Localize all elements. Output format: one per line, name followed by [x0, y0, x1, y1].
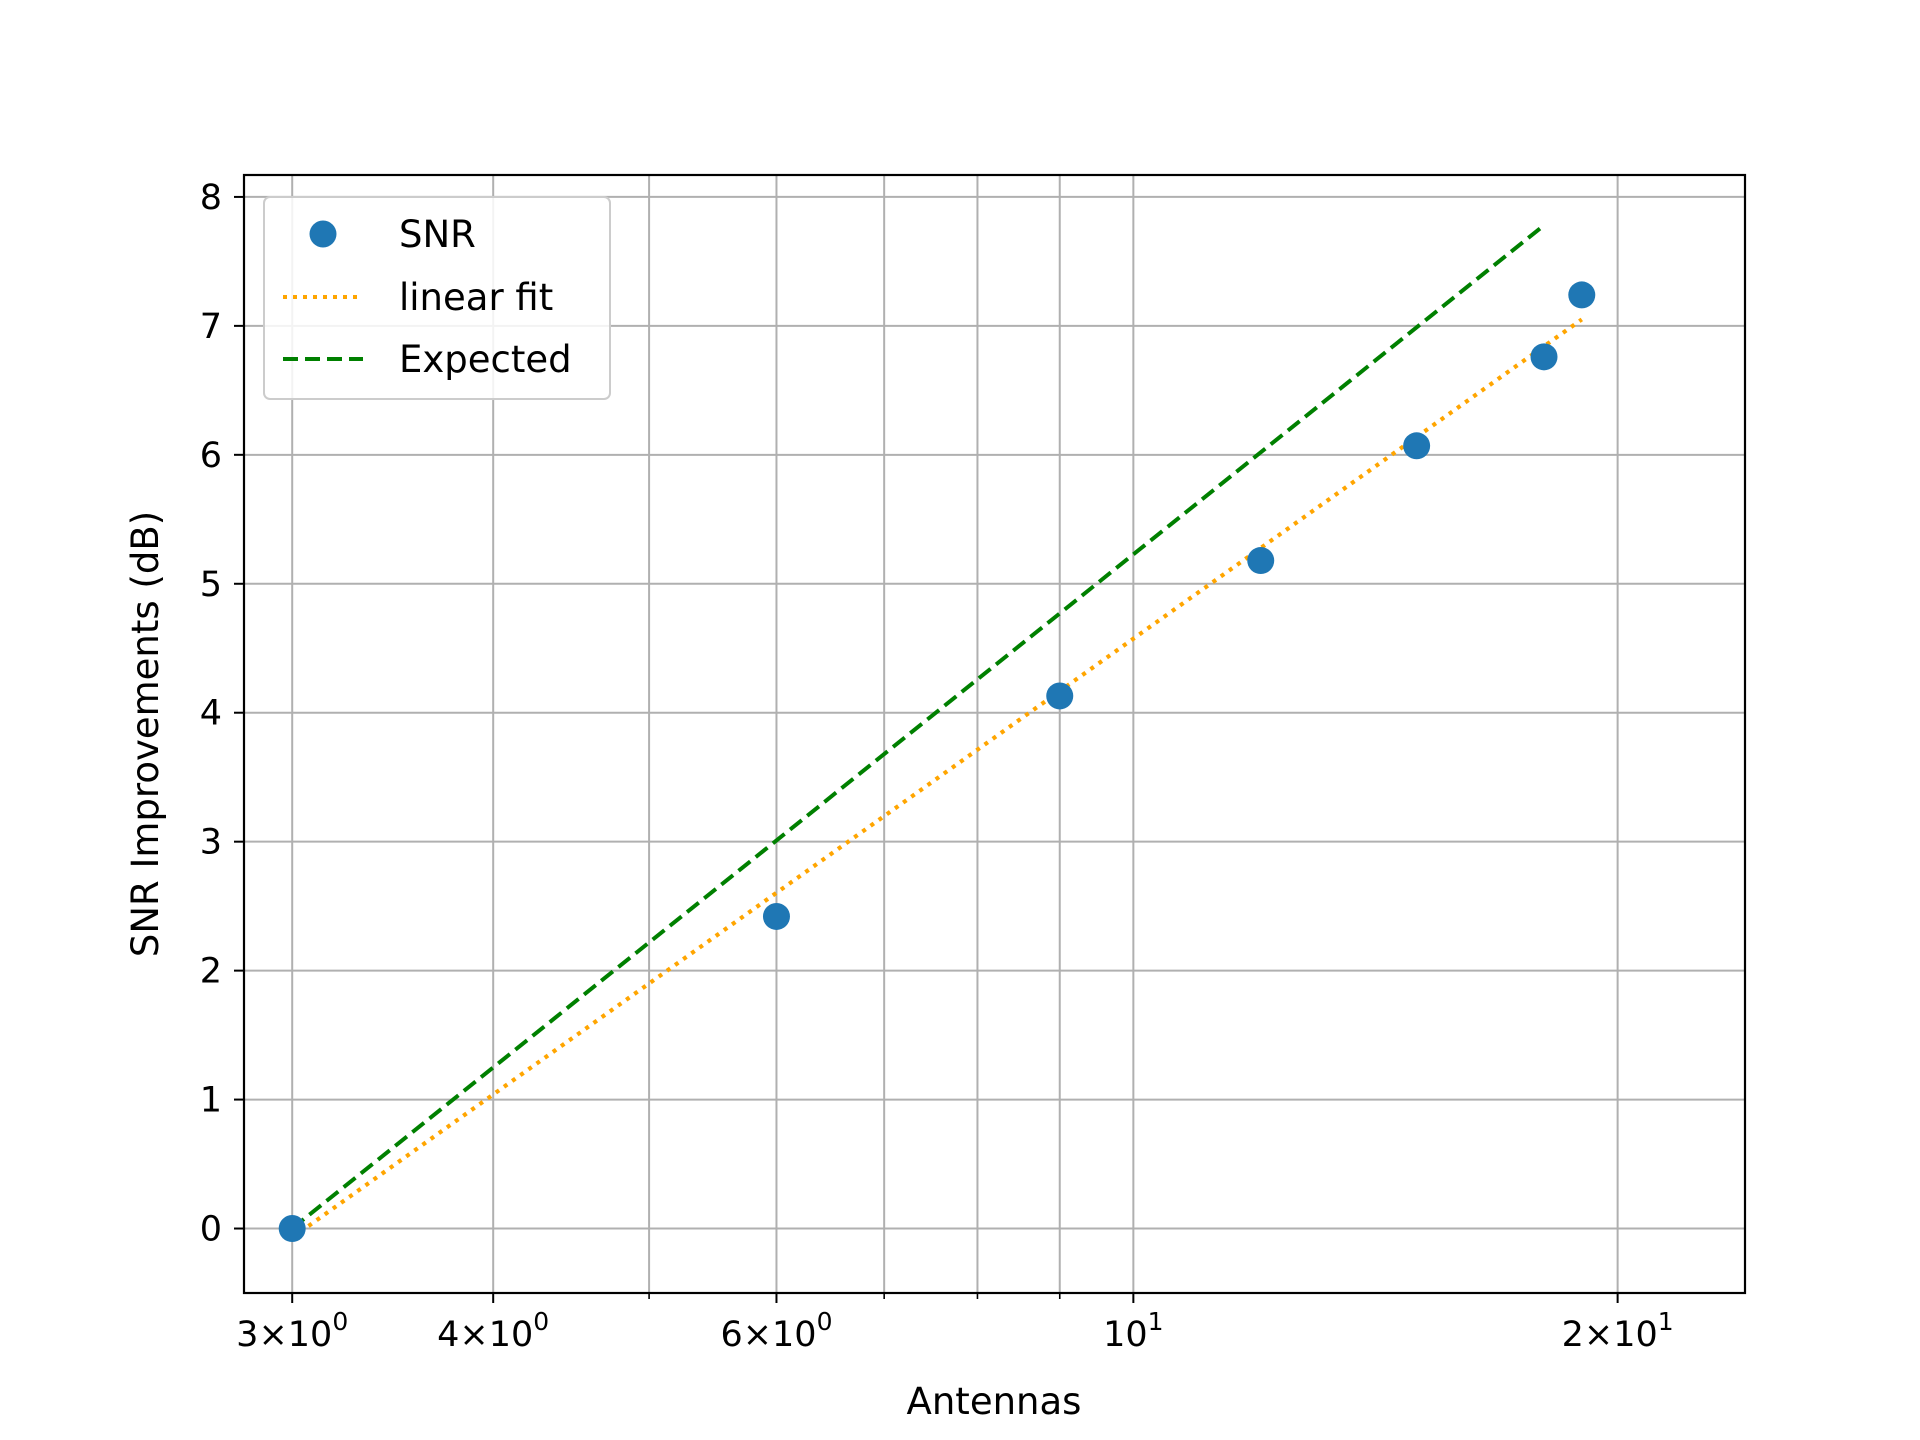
legend: SNR linear fit Expected [263, 196, 611, 400]
snr-point [1568, 281, 1596, 309]
legend-label: linear fit [399, 276, 553, 319]
linear-fit-line [290, 317, 1584, 1240]
plot-series [278, 223, 1596, 1243]
y-tick-label: 1 [200, 1081, 222, 1121]
x-tick-label: 101 [1103, 1307, 1163, 1355]
x-tick-label: 2×101 [1562, 1307, 1674, 1355]
legend-label: Expected [399, 338, 572, 381]
x-tick-base: 3×10 [236, 1315, 332, 1355]
x-tick-exponent: 1 [1148, 1307, 1164, 1336]
snr-point [1046, 682, 1074, 710]
legend-label: SNR [399, 213, 476, 256]
snr-point [1247, 547, 1275, 575]
grid [244, 175, 1745, 1293]
y-tick-label: 8 [200, 178, 222, 218]
y-tick-label: 4 [200, 694, 222, 734]
legend-marker-snr [309, 220, 337, 248]
x-tick-exponent: 1 [1658, 1307, 1674, 1336]
plot-frame [242, 173, 1747, 1295]
y-tick-label: 5 [200, 565, 222, 605]
x-tick-exponent: 0 [533, 1307, 549, 1336]
x-tick-label: 6×100 [720, 1307, 832, 1355]
y-axis-label: SNR Improvements (dB) [124, 511, 167, 957]
x-tick-label: 4×100 [437, 1307, 549, 1355]
x-tick-label: 3×100 [236, 1307, 348, 1355]
x-tick-exponent: 0 [817, 1307, 833, 1336]
y-tick-label: 0 [200, 1210, 222, 1250]
snr-point [278, 1215, 306, 1243]
y-tick-label: 6 [200, 436, 222, 476]
x-tick-base: 4×10 [437, 1315, 533, 1355]
x-axis-label: Antennas [907, 1380, 1082, 1423]
y-tick-label: 7 [200, 307, 222, 347]
x-tick-base: 6×10 [720, 1315, 816, 1355]
x-tick-base: 2×10 [1562, 1315, 1658, 1355]
snr-point [1403, 432, 1431, 460]
y-tick-label: 3 [200, 823, 222, 863]
snr-point [1530, 343, 1558, 371]
y-tick-label: 2 [200, 952, 222, 992]
legend-box [263, 196, 611, 400]
snr-point [762, 902, 790, 930]
expected-line [290, 223, 1546, 1231]
x-tick-base: 10 [1103, 1315, 1148, 1355]
x-tick-exponent: 0 [332, 1307, 348, 1336]
